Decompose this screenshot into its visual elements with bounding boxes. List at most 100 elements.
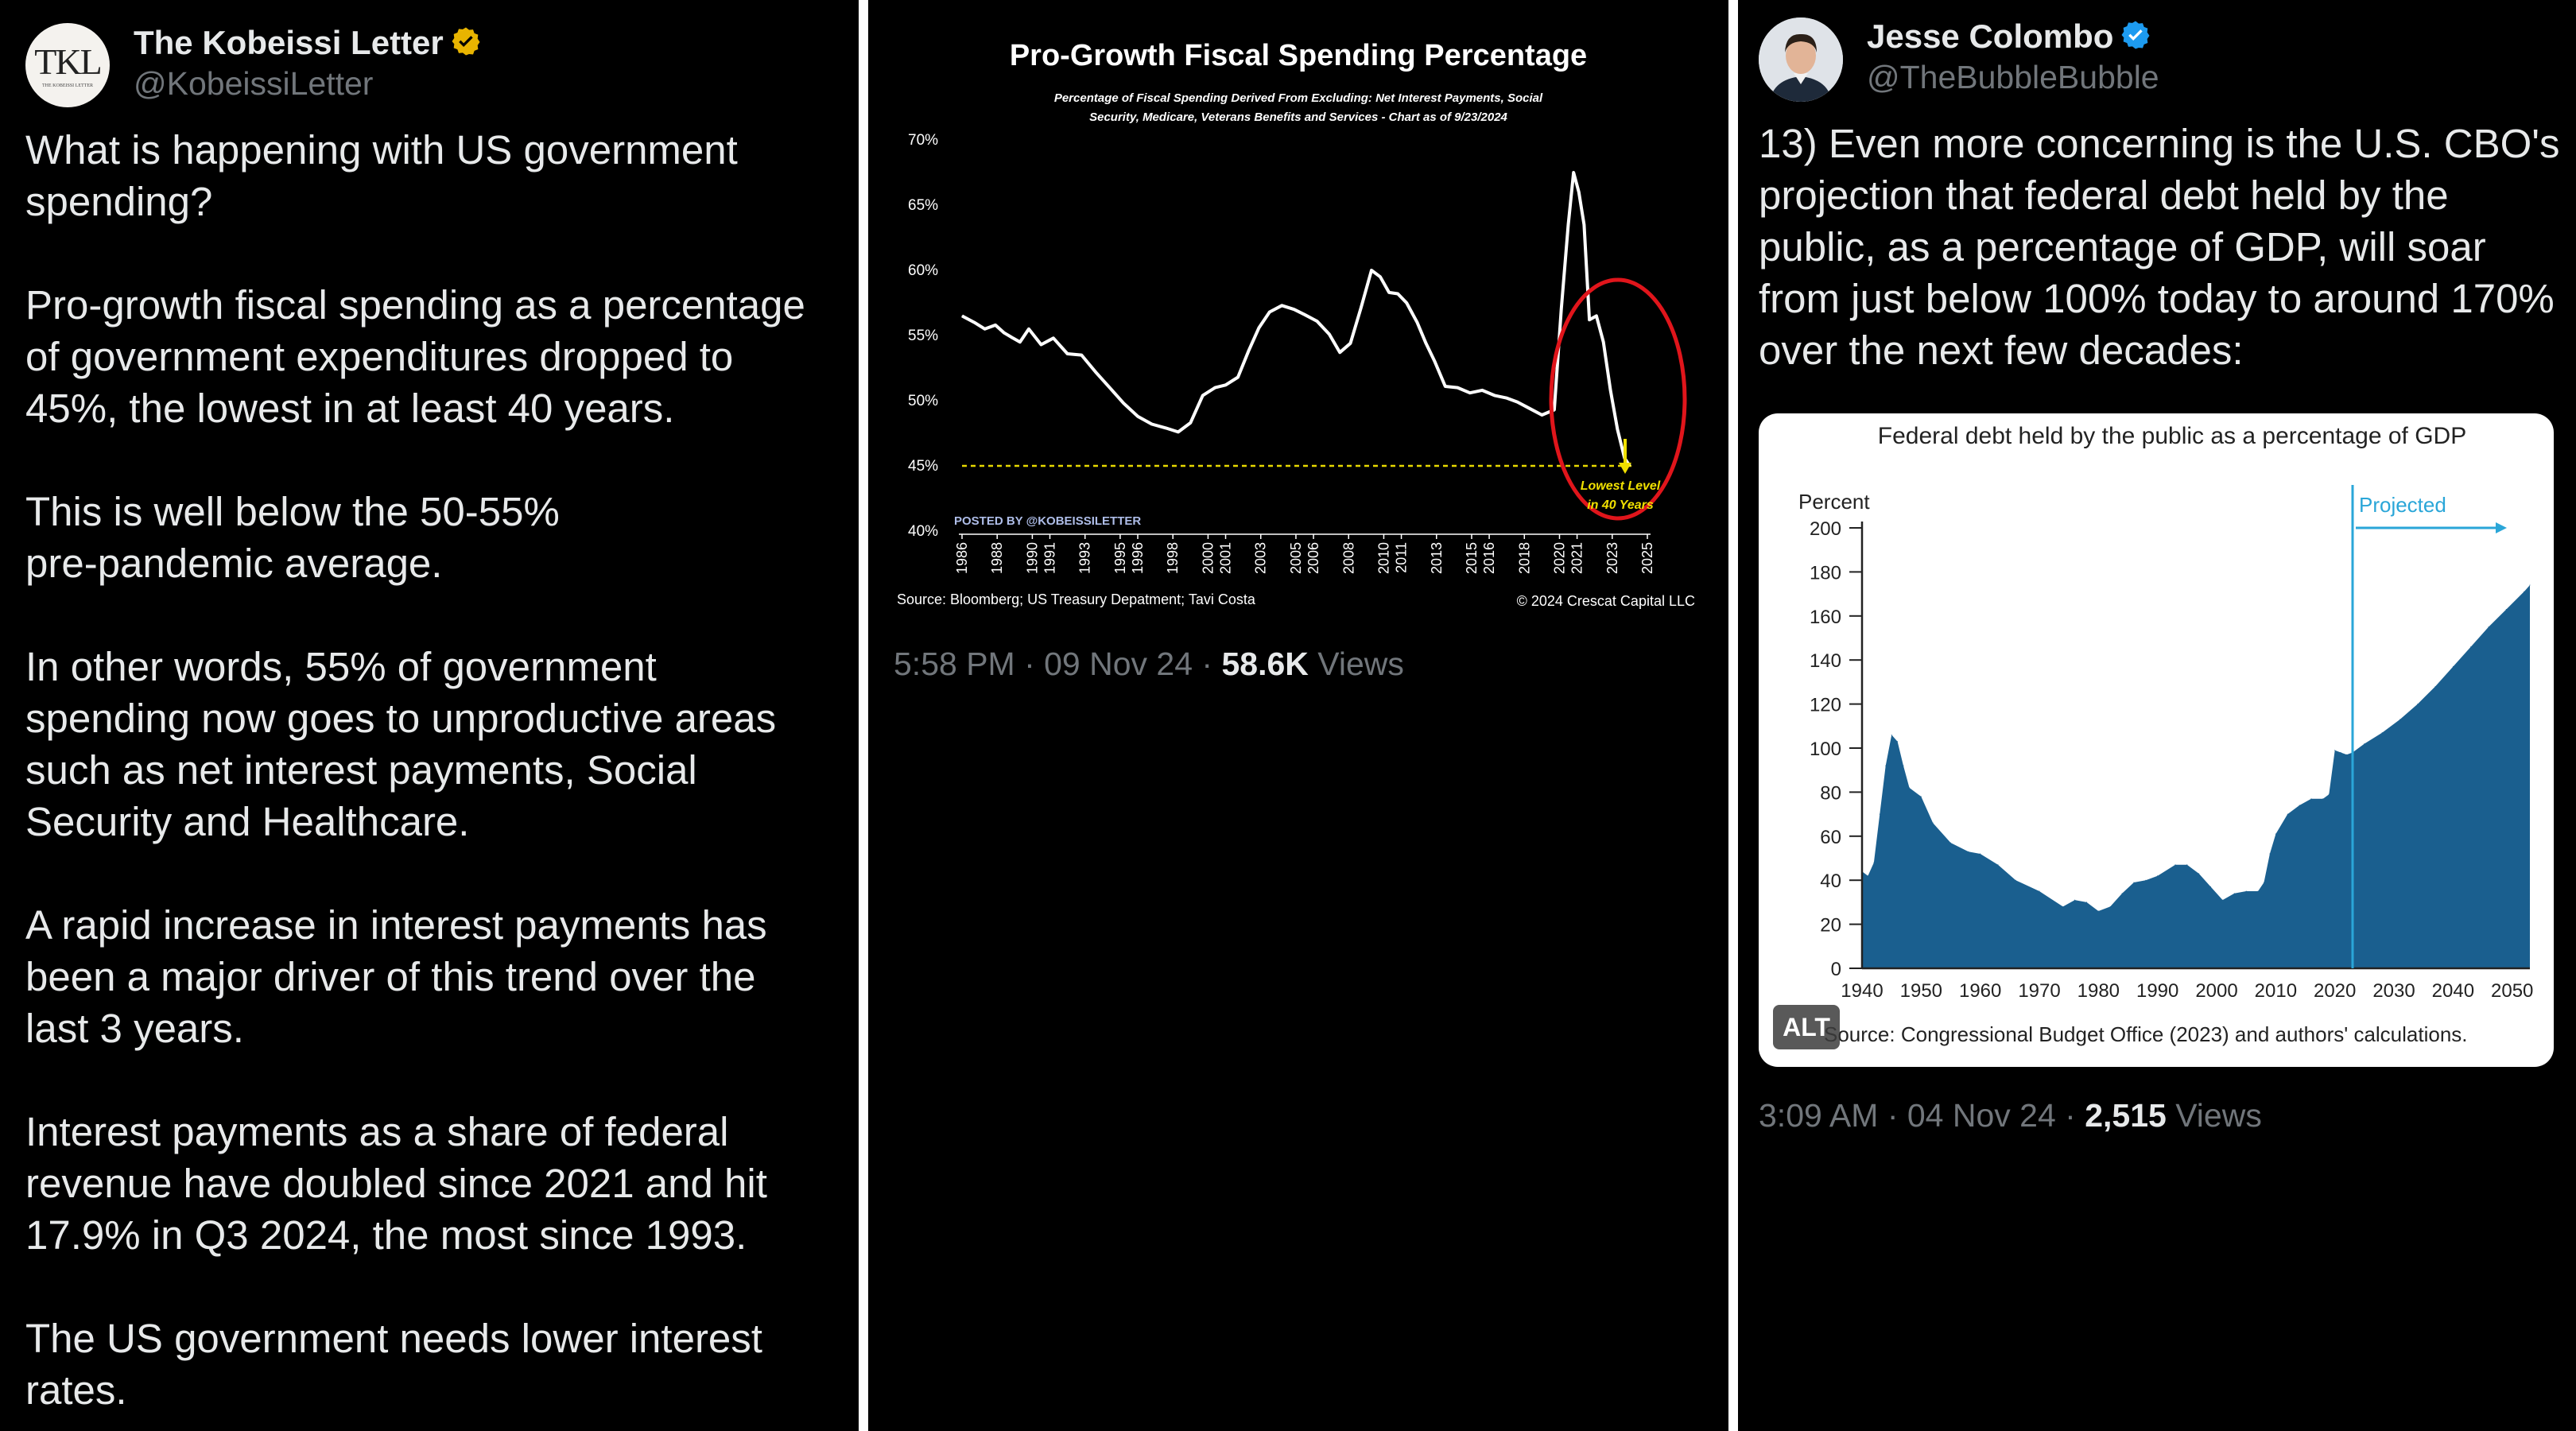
avatar[interactable]: TKL THE KOBEISSI LETTER [25,23,110,107]
avatar[interactable] [1759,17,1843,102]
data-point [2074,899,2076,901]
tweet-panel-chart: Pro-Growth Fiscal Spending Percentage Per… [868,0,1728,1431]
data-point [1561,308,1562,310]
x-tick-label: 1980 [2077,980,2120,1002]
source-label: Source: Congressional Budget Office (202… [1824,1022,2468,1046]
y-tick-label: 50% [908,393,938,409]
highlight-circle [1549,277,1687,521]
chart-title: Pro-Growth Fiscal Spending Percentage [1010,39,1587,72]
tweet-panel-kobeissi: TKL THE KOBEISSI LETTER The Kobeissi Let… [0,0,859,1431]
tweet-meta: 3:09 AM · 04 Nov 24 · 2,515 Views [1759,1097,2262,1134]
data-point [1109,387,1111,389]
avatar-person-icon [1759,17,1843,102]
display-name[interactable]: The Kobeissi Letter [134,24,444,61]
views-label: Views [2166,1097,2262,1134]
data-point [1469,392,1471,394]
data-point [2210,886,2212,888]
data-point [2488,626,2489,628]
data-point [2328,793,2330,795]
data-point [2015,879,2016,881]
data-point [2062,906,2064,907]
data-point [1416,322,1418,324]
x-tick-label: 2008 [1340,542,1356,574]
y-tick-label: 45% [908,458,938,475]
data-point [2097,910,2099,912]
x-tick-label: 2021 [1569,542,1585,574]
data-point [1012,337,1014,339]
data-point [2174,864,2176,866]
data-point [1214,387,1216,389]
y-tick-label: 20 [1820,915,1841,937]
data-point [1237,376,1239,378]
timestamp[interactable]: 3:09 AM · 04 Nov 24 · [1759,1097,2085,1134]
x-tick-label: 2020 [2314,980,2356,1002]
data-point [1095,371,1096,373]
data-point [1920,796,1922,797]
y-tick-label: 140 [1810,650,1841,672]
timestamp[interactable]: 5:58 PM · 09 Nov 24 · [894,646,1222,682]
display-name[interactable]: Jesse Colombo [1867,17,2114,55]
data-point [2381,732,2383,734]
x-tick-label: 1995 [1112,542,1128,574]
data-point [2275,833,2276,835]
y-tick-label: 40 [1820,871,1841,892]
x-tick-label: 1998 [1165,542,1181,574]
data-point [1583,224,1585,226]
tweet-text: What is happening with US government spe… [25,127,805,1413]
x-tick-label: 2006 [1305,542,1321,574]
alt-text-button[interactable]: ALT [1773,1005,1840,1049]
data-point [2257,890,2259,892]
data-point [1123,402,1124,404]
y-tick-label: 60 [1820,827,1841,848]
data-point [1616,429,1618,430]
y-tick-label: 180 [1810,562,1841,584]
data-point [2145,879,2147,881]
annotation-line2: in 40 Years [1587,498,1654,512]
tweet-meta: 5:58 PM · 09 Nov 24 · 58.6K Views [894,646,1404,683]
debt-chart-image[interactable]: Federal debt held by the public as a per… [1759,413,2554,1067]
y-tick-label: 60% [908,262,938,279]
x-tick-label: 1960 [1959,980,2001,1002]
data-point [2233,893,2235,894]
data-point [1406,302,1407,304]
data-point [1457,387,1458,389]
y-tick-label: 40% [908,523,938,540]
projected-label: Projected [2359,493,2446,517]
x-tick-label: 2000 [1200,542,1216,574]
y-tick-label: 200 [1810,518,1841,540]
x-tick-label: 2011 [1394,542,1410,573]
data-point [1388,292,1390,293]
data-point [2245,890,2247,892]
x-tick-label: 1940 [1841,980,1883,1002]
x-tick-label: 1990 [2136,980,2178,1002]
x-tick-label: 2005 [1288,542,1304,574]
data-point [2322,798,2324,800]
x-tick-label: 1988 [989,542,1005,574]
fiscal-spending-chart[interactable]: Pro-Growth Fiscal Spending Percentage Per… [868,0,1728,620]
views-count: 58.6K [1221,646,1309,682]
data-point [1040,343,1042,345]
data-point [2470,646,2472,648]
data-point [1968,851,1969,852]
data-point [1932,822,1934,824]
handle[interactable]: @TheBubbleBubble [1867,59,2159,95]
avatar-logo-subtext: THE KOBEISSI LETTER [42,83,93,88]
data-point [1189,422,1191,424]
chart-title: Federal debt held by the public as a per… [1878,423,2466,449]
data-point [2157,875,2159,877]
projected-arrowhead [2495,522,2507,533]
data-point [1908,787,1910,789]
y-tick-label: 55% [908,328,938,344]
data-point [1003,332,1005,334]
display-name-row[interactable]: Jesse Colombo [1867,17,2151,56]
data-point [2186,864,2188,866]
data-point [1397,293,1399,295]
x-tick-label: 2016 [1481,542,1497,574]
x-tick-label: 2020 [1551,542,1567,574]
handle[interactable]: @KobeissiLetter [134,65,374,102]
x-tick-label: 2003 [1253,542,1269,574]
annotation-line1: Lowest Level [1581,479,1661,493]
copyright-label: © 2024 Crescat Capital LLC [1517,593,1695,609]
data-point [1568,224,1569,226]
display-name-row[interactable]: The Kobeissi Letter [134,24,482,62]
